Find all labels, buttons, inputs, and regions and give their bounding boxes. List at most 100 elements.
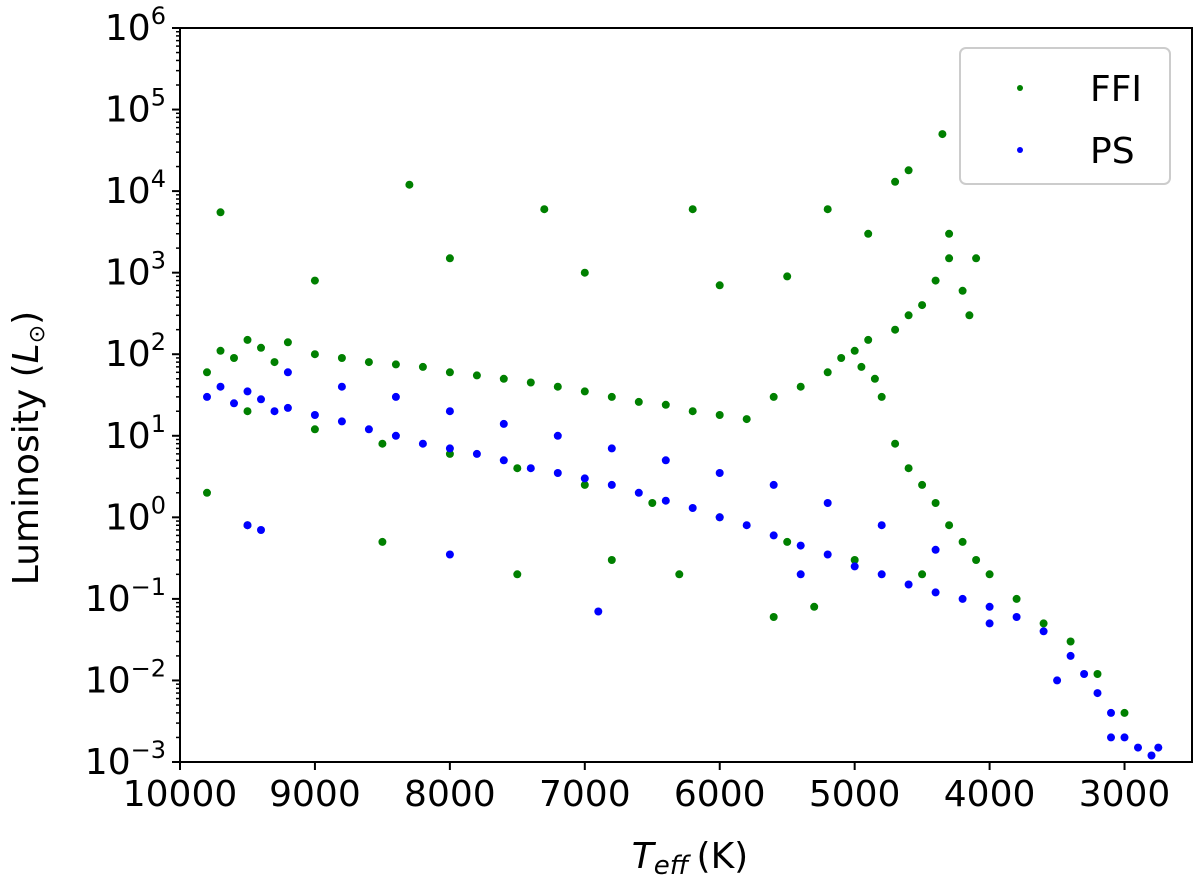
legend-label-ps: PS (1090, 131, 1135, 172)
data-point-ffi (850, 346, 859, 355)
data-point-ps (283, 368, 292, 377)
data-point-ps (850, 562, 859, 571)
data-point-ps (769, 531, 778, 540)
data-point-ffi (870, 374, 879, 383)
data-point-ps (337, 417, 346, 426)
data-point-ffi (230, 354, 238, 362)
y-tick-label: 10−1 (85, 573, 166, 620)
data-point-ffi (857, 362, 866, 371)
data-point-ffi (310, 350, 319, 359)
plot-frame (179, 27, 1193, 763)
legend-label-ffi: FFI (1090, 69, 1142, 110)
data-point-ps (418, 439, 427, 448)
data-point-ffi (850, 556, 859, 564)
data-point-ps (1080, 670, 1089, 678)
y-tick-label: 106 (105, 2, 166, 49)
data-point-ffi (931, 499, 940, 507)
data-point-ffi (243, 407, 252, 416)
data-point-ps (931, 588, 940, 597)
y-tick-label: 104 (105, 165, 166, 212)
data-point-ffi (216, 346, 225, 355)
data-point-ffi (823, 368, 832, 377)
data-point-ps (230, 399, 238, 408)
data-point-ps (216, 382, 225, 391)
data-point-ps (823, 499, 832, 507)
x-tick-label: 4000 (944, 774, 1036, 815)
y-tick-label: 101 (105, 410, 166, 457)
data-point-ps (445, 550, 454, 559)
data-point-ps (1039, 627, 1048, 636)
data-point-ps (1107, 708, 1115, 717)
data-point-ps (985, 602, 994, 611)
data-point-ps (634, 488, 643, 497)
data-point-ps (877, 570, 886, 579)
data-point-ps (203, 392, 211, 401)
x-tick-label: 9000 (269, 774, 361, 815)
data-point-ffi (904, 311, 913, 320)
data-point-ps (499, 456, 508, 465)
series-ps (203, 368, 1163, 760)
data-point-ffi (864, 229, 873, 238)
data-point-ffi (472, 371, 481, 380)
data-point-ps (877, 521, 886, 530)
data-point-ffi (648, 499, 657, 507)
data-point-ps (1012, 613, 1021, 621)
data-point-ffi (938, 130, 947, 139)
data-point-ffi (972, 556, 981, 564)
data-point-ffi (661, 400, 670, 409)
data-point-ps (257, 395, 265, 404)
data-point-ffi (918, 301, 927, 310)
data-point-ffi (742, 415, 751, 424)
data-point-ffi (837, 354, 846, 362)
data-point-ffi (540, 205, 549, 214)
data-point-ffi (688, 205, 697, 214)
y-axis: 10−3 10−2 10−1 100 101 102 103 104 105 106 (85, 2, 180, 783)
data-point-ffi (1093, 670, 1102, 678)
data-point-ps (1066, 651, 1075, 660)
data-point-ffi (945, 229, 954, 238)
data-point-ffi (513, 464, 522, 473)
y-tick-label: 100 (105, 491, 166, 538)
data-point-ffi (364, 358, 373, 367)
data-point-ffi (553, 382, 562, 391)
y-axis-label: Luminosity (L⊙) (6, 311, 50, 585)
y-tick-label: 10−3 (85, 736, 166, 783)
data-point-ffi (783, 272, 792, 281)
data-point-ps (1154, 743, 1163, 752)
y-tick-label: 102 (105, 328, 166, 375)
data-point-ffi (769, 613, 778, 621)
data-point-ffi (270, 358, 279, 367)
data-point-ffi (445, 449, 454, 458)
data-point-ps (553, 431, 562, 440)
data-point-ps (553, 469, 562, 477)
x-tick-label: 3000 (1079, 774, 1171, 815)
data-point-ffi (378, 439, 387, 448)
data-point-ps (499, 419, 508, 428)
data-point-ffi (513, 570, 522, 579)
data-point-ffi (864, 335, 873, 344)
data-point-ffi (904, 464, 913, 473)
data-point-ps (472, 449, 481, 458)
data-point-ffi (257, 343, 265, 352)
data-point-ffi (418, 362, 427, 371)
data-point-ffi (203, 368, 211, 377)
data-point-ffi (769, 392, 778, 401)
data-point-ffi (634, 397, 643, 406)
data-point-ffi (216, 208, 225, 217)
data-point-ffi (810, 602, 819, 611)
data-point-ffi (391, 360, 400, 369)
data-point-ffi (904, 166, 913, 175)
data-point-ffi (891, 177, 900, 186)
data-point-ffi (891, 439, 900, 448)
data-point-ffi (715, 281, 724, 290)
data-point-ps (257, 526, 265, 534)
data-point-ps (715, 469, 724, 477)
data-point-ps (1120, 733, 1129, 742)
data-point-ffi (1012, 594, 1021, 603)
data-point-ffi (378, 537, 387, 546)
data-point-ffi (965, 311, 974, 320)
data-point-ps (526, 464, 535, 473)
legend-marker-ps (1017, 147, 1023, 153)
data-point-ffi (580, 387, 589, 396)
data-point-ps (391, 431, 400, 440)
